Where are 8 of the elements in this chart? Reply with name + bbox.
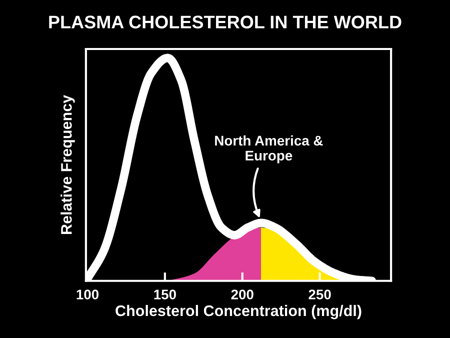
x-tick-label: 250 [308, 290, 331, 300]
x-tick-label: 100 [76, 290, 99, 300]
x-tick-label: 200 [231, 290, 254, 300]
x-axis-title: Cholesterol Concentration (mg/dl) [116, 304, 362, 320]
annotation: North America & Europe [215, 135, 323, 164]
x-tick-label: 150 [154, 290, 176, 300]
y-axis-title: Relative Frequency [60, 94, 75, 234]
chart-title: PLASMA CHOLESTEROL IN THE WORLD [49, 16, 402, 28]
